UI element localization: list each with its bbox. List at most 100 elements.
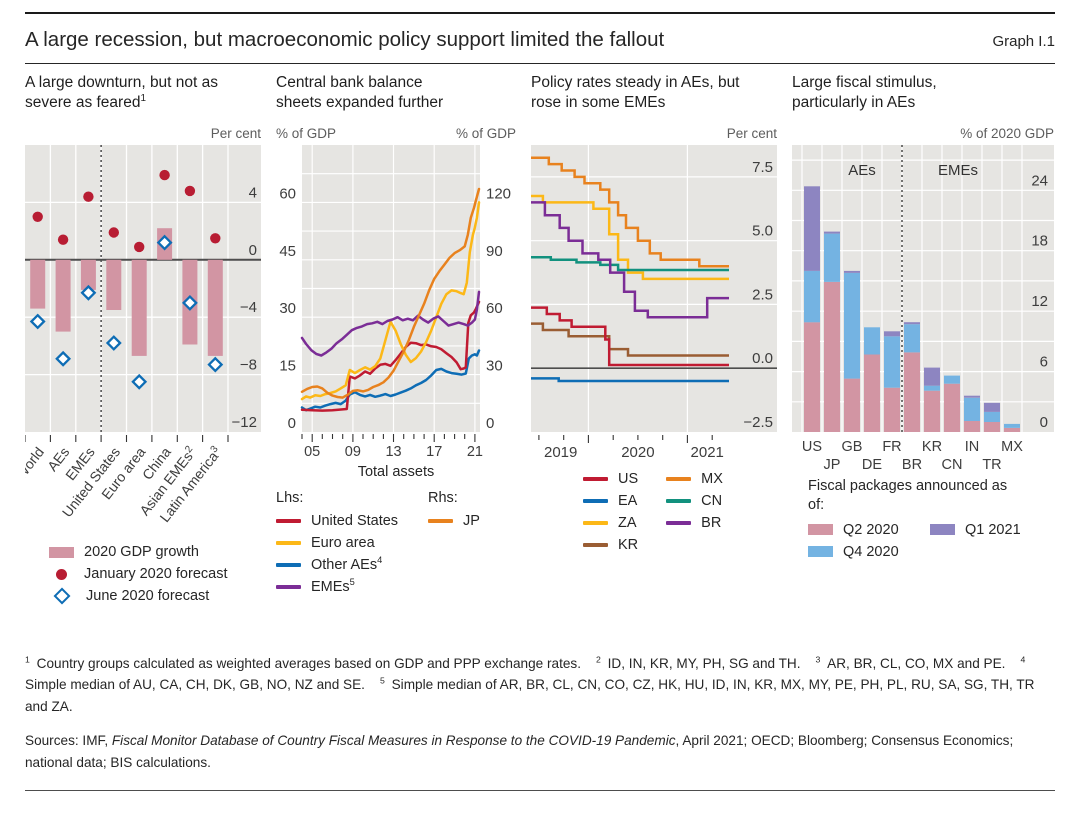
legend-swatch — [930, 524, 955, 536]
policy-rate-line-mx — [531, 156, 729, 268]
category-label: CN — [942, 457, 963, 471]
legend-title: Fiscal packages announced as of: — [808, 478, 1008, 513]
page-title: A large recession, but macroeconomic pol… — [25, 28, 665, 51]
panel-title: Central bank balance sheets expanded fur… — [276, 73, 472, 114]
svg-text:6: 6 — [1040, 354, 1048, 371]
svg-text:05: 05 — [304, 444, 320, 460]
legend-label: EA — [618, 493, 638, 509]
unit-label-right: Per cent — [210, 126, 261, 141]
svg-text:60: 60 — [279, 185, 296, 202]
footnote: 2 ID, IN, KR, MY, PH, SG and TH. — [596, 654, 801, 671]
forecast-diamond — [80, 284, 97, 301]
legend-label: BR — [701, 515, 722, 531]
gdp-growth-legend: 2020 GDP growth January 2020 forecast June… — [25, 544, 261, 610]
legend-label: ZA — [618, 515, 637, 531]
legend-label: Q4 2020 — [843, 543, 899, 560]
legend-label: CN — [701, 493, 723, 509]
forecast-dot — [134, 241, 145, 253]
title-rule — [25, 63, 1055, 64]
legend-item: MX — [666, 471, 723, 487]
legend-swatch — [666, 477, 692, 481]
category-label: IN — [965, 439, 980, 455]
january-forecast-dots — [32, 169, 221, 253]
legend-column: Q1 2021 — [930, 522, 1021, 566]
policy-rate-line-za — [531, 194, 729, 281]
policy-rate-line-us — [531, 306, 729, 367]
panel-title: A large downturn, but not as severe as f… — [25, 73, 227, 114]
unit-label-right: Per cent — [726, 126, 777, 141]
svg-text:−2.5: −2.5 — [743, 414, 773, 431]
gdp-bar — [106, 259, 122, 310]
policy-rate-line-kr — [531, 322, 729, 357]
legend-column: US EA ZA KR — [583, 471, 638, 559]
group-label-aes: AEs — [848, 162, 876, 179]
footnote: 4 Simple median of AU, CA, CH, DK, GB, N… — [25, 654, 1033, 693]
series-line-united-states — [300, 300, 481, 412]
gdp-bar — [80, 259, 96, 290]
legend-item: January 2020 forecast — [49, 566, 261, 582]
group-label-emes: EMEs — [938, 162, 978, 179]
policy-rates-legend: US EA ZA KR MX CN BR — [531, 471, 777, 559]
forecast-diamond — [156, 234, 173, 251]
svg-text:7.5: 7.5 — [752, 159, 773, 176]
unit-row: % of GDP % of GDP — [276, 126, 516, 142]
fiscal-bar-segment — [964, 397, 980, 421]
fiscal-bar-segment — [844, 272, 860, 379]
sources-prefix: Sources: IMF, — [25, 733, 112, 749]
svg-text:2.5: 2.5 — [752, 286, 773, 303]
balance-sheets-chart: 0 15 30 45 60 0 30 60 90 120 05 09 13 17 21 — [279, 145, 511, 460]
legend-item: June 2020 forecast — [49, 587, 261, 605]
legend-group-title: Rhs: — [428, 490, 458, 506]
svg-text:0: 0 — [249, 242, 257, 259]
forecast-diamond — [131, 373, 148, 390]
legend-swatch — [276, 541, 301, 545]
legend-swatch — [583, 543, 608, 547]
category-label: KR — [922, 439, 942, 455]
legend-swatch — [49, 546, 74, 558]
series-line-emes — [300, 290, 481, 357]
unit-row: % of 2020 GDP — [792, 126, 1054, 142]
panels-row: A large downturn, but not as severe as f… — [25, 73, 1055, 639]
fiscal-bar-segment — [904, 352, 920, 432]
panel-title-text: Policy rates steady in AEs, but rose in … — [531, 74, 740, 111]
legend-label: KR — [618, 537, 639, 553]
fiscal-bar-segment — [824, 282, 840, 432]
unit-row: Per cent — [25, 126, 261, 142]
legend-label: US — [618, 471, 639, 487]
category-label: GB — [842, 439, 863, 455]
legend-label: United States — [311, 513, 399, 529]
balance-sheets-legend: Lhs: United States Euro area Other AEs4 EMEs… — [276, 490, 516, 601]
forecast-dot — [159, 169, 170, 181]
legend-item: 2020 GDP growth — [49, 544, 261, 560]
legend-label: Other AEs4 — [311, 555, 383, 573]
svg-text:09: 09 — [345, 444, 361, 460]
bottom-rule — [25, 790, 1055, 792]
fiscal-bar-segment — [904, 324, 920, 353]
legend-item: US — [583, 471, 638, 487]
legend-swatch — [583, 477, 608, 481]
unit-label-left: % of GDP — [276, 126, 337, 141]
legend-item: Q1 2021 — [930, 522, 1021, 538]
svg-text:0: 0 — [1040, 414, 1048, 431]
legend-item: Euro area — [276, 535, 428, 551]
svg-text:2019: 2019 — [544, 444, 577, 461]
svg-text:2020: 2020 — [621, 444, 654, 461]
panel-policy-rates: Policy rates steady in AEs, but rose in … — [531, 73, 777, 639]
forecast-dot — [210, 233, 221, 244]
legend-swatch — [808, 524, 833, 536]
legend-item: ZA — [583, 515, 638, 531]
forecast-dot — [108, 227, 120, 238]
forecast-diamond — [181, 294, 198, 311]
legend-label: Euro area — [311, 535, 375, 551]
footnote: 5 Simple median of AR, BR, CL, CN, CO, C… — [25, 675, 1035, 714]
fiscal-bar-segment — [944, 375, 960, 384]
svg-text:13: 13 — [385, 444, 401, 460]
footnote: 1 Country groups calculated as weighted … — [25, 654, 581, 671]
fiscal-stimulus-legend: Fiscal packages announced as of: Q2 2020 Q… — [792, 477, 1054, 566]
legend-item: EMEs5 — [276, 578, 428, 595]
graph-number-label: Graph I.1 — [992, 33, 1055, 50]
legend-label: JP — [463, 513, 480, 529]
legend-column: Q2 2020 Q4 2020 — [808, 522, 930, 566]
fiscal-bar-segment — [964, 395, 980, 398]
